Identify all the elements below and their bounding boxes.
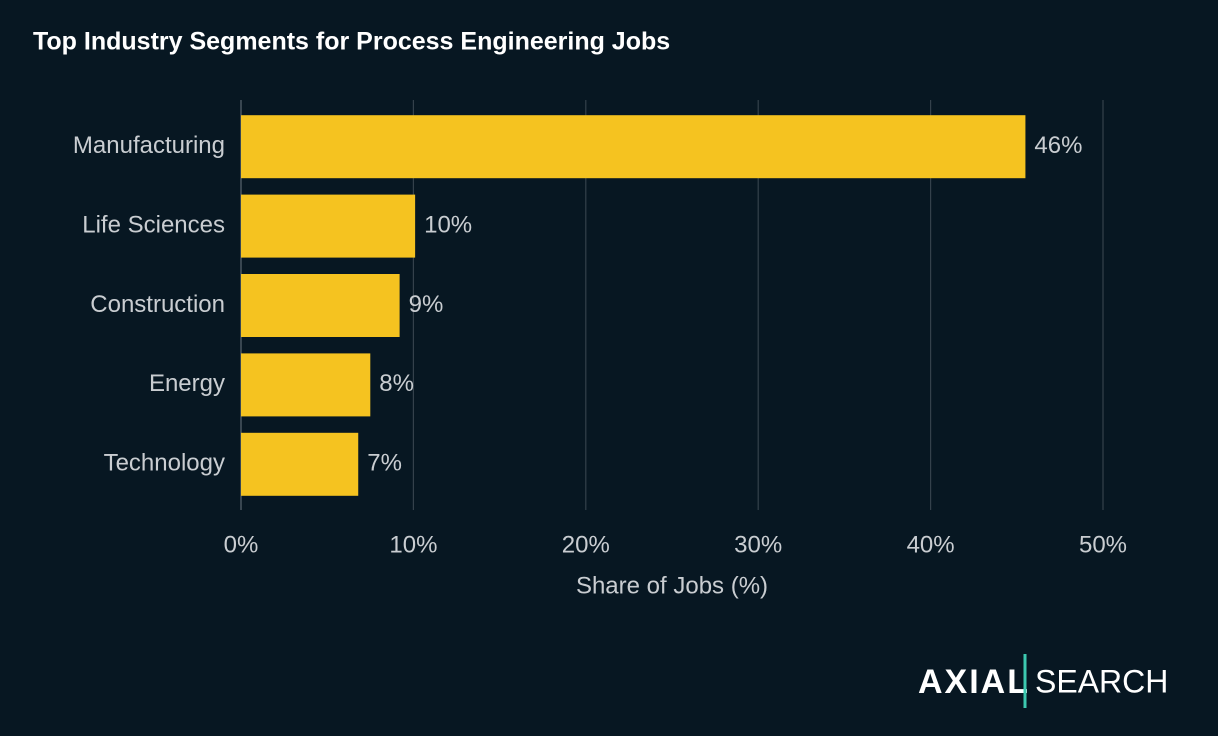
value-label: 46% [1034, 132, 1082, 159]
value-label: 8% [379, 370, 414, 397]
y-tick-label: Construction [90, 291, 225, 318]
value-label: 7% [367, 450, 402, 477]
logo-brand: AXIAL [918, 663, 1030, 701]
x-tick-label: 40% [907, 531, 955, 558]
value-label: 9% [409, 291, 444, 318]
bar [241, 432, 359, 496]
chart-title: Top Industry Segments for Process Engine… [33, 28, 670, 56]
x-axis-label: Share of Jobs (%) [576, 572, 768, 599]
bar [241, 353, 371, 417]
bar [241, 274, 400, 337]
x-tick-label: 0% [224, 531, 259, 558]
bar [241, 194, 416, 258]
y-tick-label: Life Sciences [82, 211, 225, 238]
x-tick-label: 30% [734, 531, 782, 558]
x-tick-label: 10% [389, 531, 437, 558]
y-tick-label: Manufacturing [73, 132, 225, 159]
bar [241, 115, 1026, 179]
y-tick-label: Technology [104, 450, 225, 477]
value-label: 10% [424, 211, 472, 238]
x-tick-label: 50% [1079, 531, 1127, 558]
x-tick-label: 20% [562, 531, 610, 558]
y-tick-label: Energy [149, 370, 225, 397]
logo-product: SEARCH [1035, 663, 1168, 699]
